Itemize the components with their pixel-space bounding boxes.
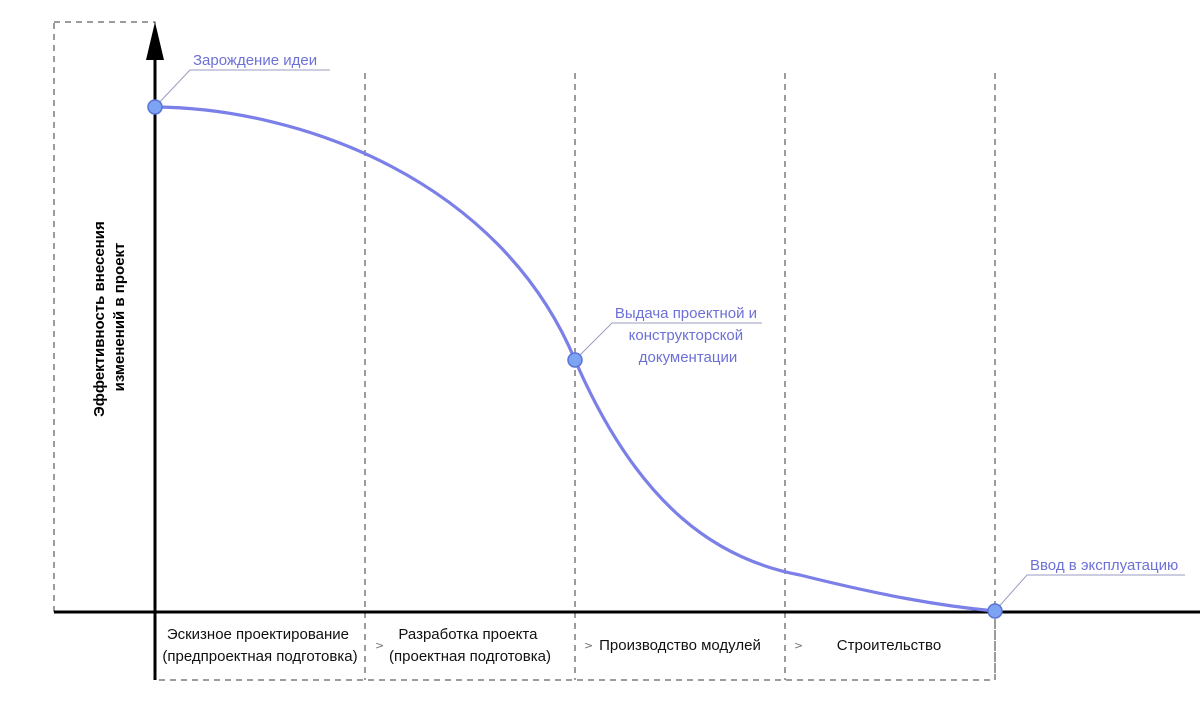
- y-axis-arrowhead: [146, 22, 164, 60]
- milestone-marker-documentation: [567, 352, 583, 368]
- y-axis-label-line-1: Эффективность внесения: [91, 221, 108, 417]
- stage-separator-chevron-3: >: [794, 639, 803, 652]
- stage-label-module-production: Производство модулей: [599, 637, 761, 654]
- stage-label-sketch-design-line-2: (предпроектная подготовка): [162, 648, 357, 665]
- milestone-marker-idea: [147, 99, 163, 115]
- stage-separator-chevron-1: >: [375, 639, 384, 652]
- y-axis-label: Эффективность внесения изменений в проек…: [91, 217, 128, 417]
- stage-label-sketch-design-line-1: Эскизное проектирование: [167, 626, 349, 643]
- milestone-label-documentation-line-2: конструкторской: [629, 327, 743, 344]
- leader-line-commissioning: [994, 574, 1185, 612]
- milestone-label-documentation-line-1: Выдача проектной и: [615, 305, 757, 322]
- stage-label-construction-line-1: Строительство: [837, 637, 941, 654]
- milestone-label-commissioning: Ввод в эксплуатацию: [1030, 557, 1178, 574]
- milestone-label-documentation: Выдача проектной и конструкторской докум…: [615, 305, 761, 366]
- stage-label-module-production-line-1: Производство модулей: [599, 637, 761, 654]
- milestone-label-idea-line-1: Зарождение идеи: [193, 52, 317, 69]
- leader-line-idea: [154, 69, 330, 108]
- y-axis-label-line-2: изменений в проект: [111, 243, 128, 392]
- milestone-label-documentation-line-3: документации: [639, 349, 738, 366]
- stage-label-project-development-line-2: (проектная подготовка): [389, 648, 551, 665]
- stage-label-sketch-design: Эскизное проектирование (предпроектная п…: [162, 626, 357, 665]
- milestone-label-idea: Зарождение идеи: [193, 52, 317, 69]
- leader-line-documentation: [574, 322, 762, 361]
- milestone-marker-commissioning: [987, 603, 1003, 619]
- stage-label-project-development: Разработка проекта (проектная подготовка…: [389, 626, 551, 665]
- effectiveness-curve: [154, 105, 996, 613]
- milestone-label-commissioning-line-1: Ввод в эксплуатацию: [1030, 557, 1178, 574]
- stage-separator-chevron-2: >: [584, 639, 593, 652]
- stage-label-project-development-line-1: Разработка проекта: [398, 626, 538, 643]
- stage-label-construction: Строительство: [837, 637, 941, 654]
